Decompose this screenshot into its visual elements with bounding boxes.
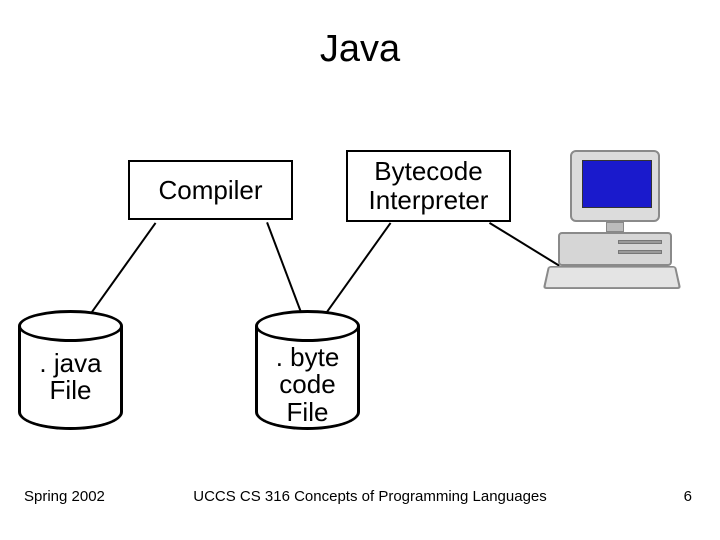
java-file-cylinder: . java File <box>18 310 123 430</box>
footer-left: Spring 2002 <box>24 488 105 505</box>
connector-line <box>320 222 392 321</box>
compiler-box: Compiler <box>128 160 293 220</box>
bytecode-file-label: . byte code File <box>255 344 360 426</box>
interpreter-label: Bytecode Interpreter <box>369 157 489 214</box>
keyboard-icon <box>543 266 681 289</box>
page-title: Java <box>0 28 720 71</box>
screen-icon <box>582 160 652 208</box>
cylinder-top <box>255 310 360 342</box>
java-file-label: . java File <box>18 350 123 405</box>
computer-base <box>558 232 672 266</box>
drive-slot <box>618 250 662 254</box>
footer-page-number: 6 <box>684 488 692 505</box>
computer-icon <box>540 150 690 300</box>
compiler-label: Compiler <box>158 176 262 205</box>
footer-center: UCCS CS 316 Concepts of Programming Lang… <box>170 488 570 505</box>
drive-slot <box>618 240 662 244</box>
connector-line <box>266 222 305 321</box>
cylinder-top <box>18 310 123 342</box>
bytecode-file-cylinder: . byte code File <box>255 310 360 430</box>
connector-line <box>85 222 157 321</box>
interpreter-box: Bytecode Interpreter <box>346 150 511 222</box>
monitor-stand <box>606 222 624 232</box>
monitor-icon <box>570 150 660 222</box>
